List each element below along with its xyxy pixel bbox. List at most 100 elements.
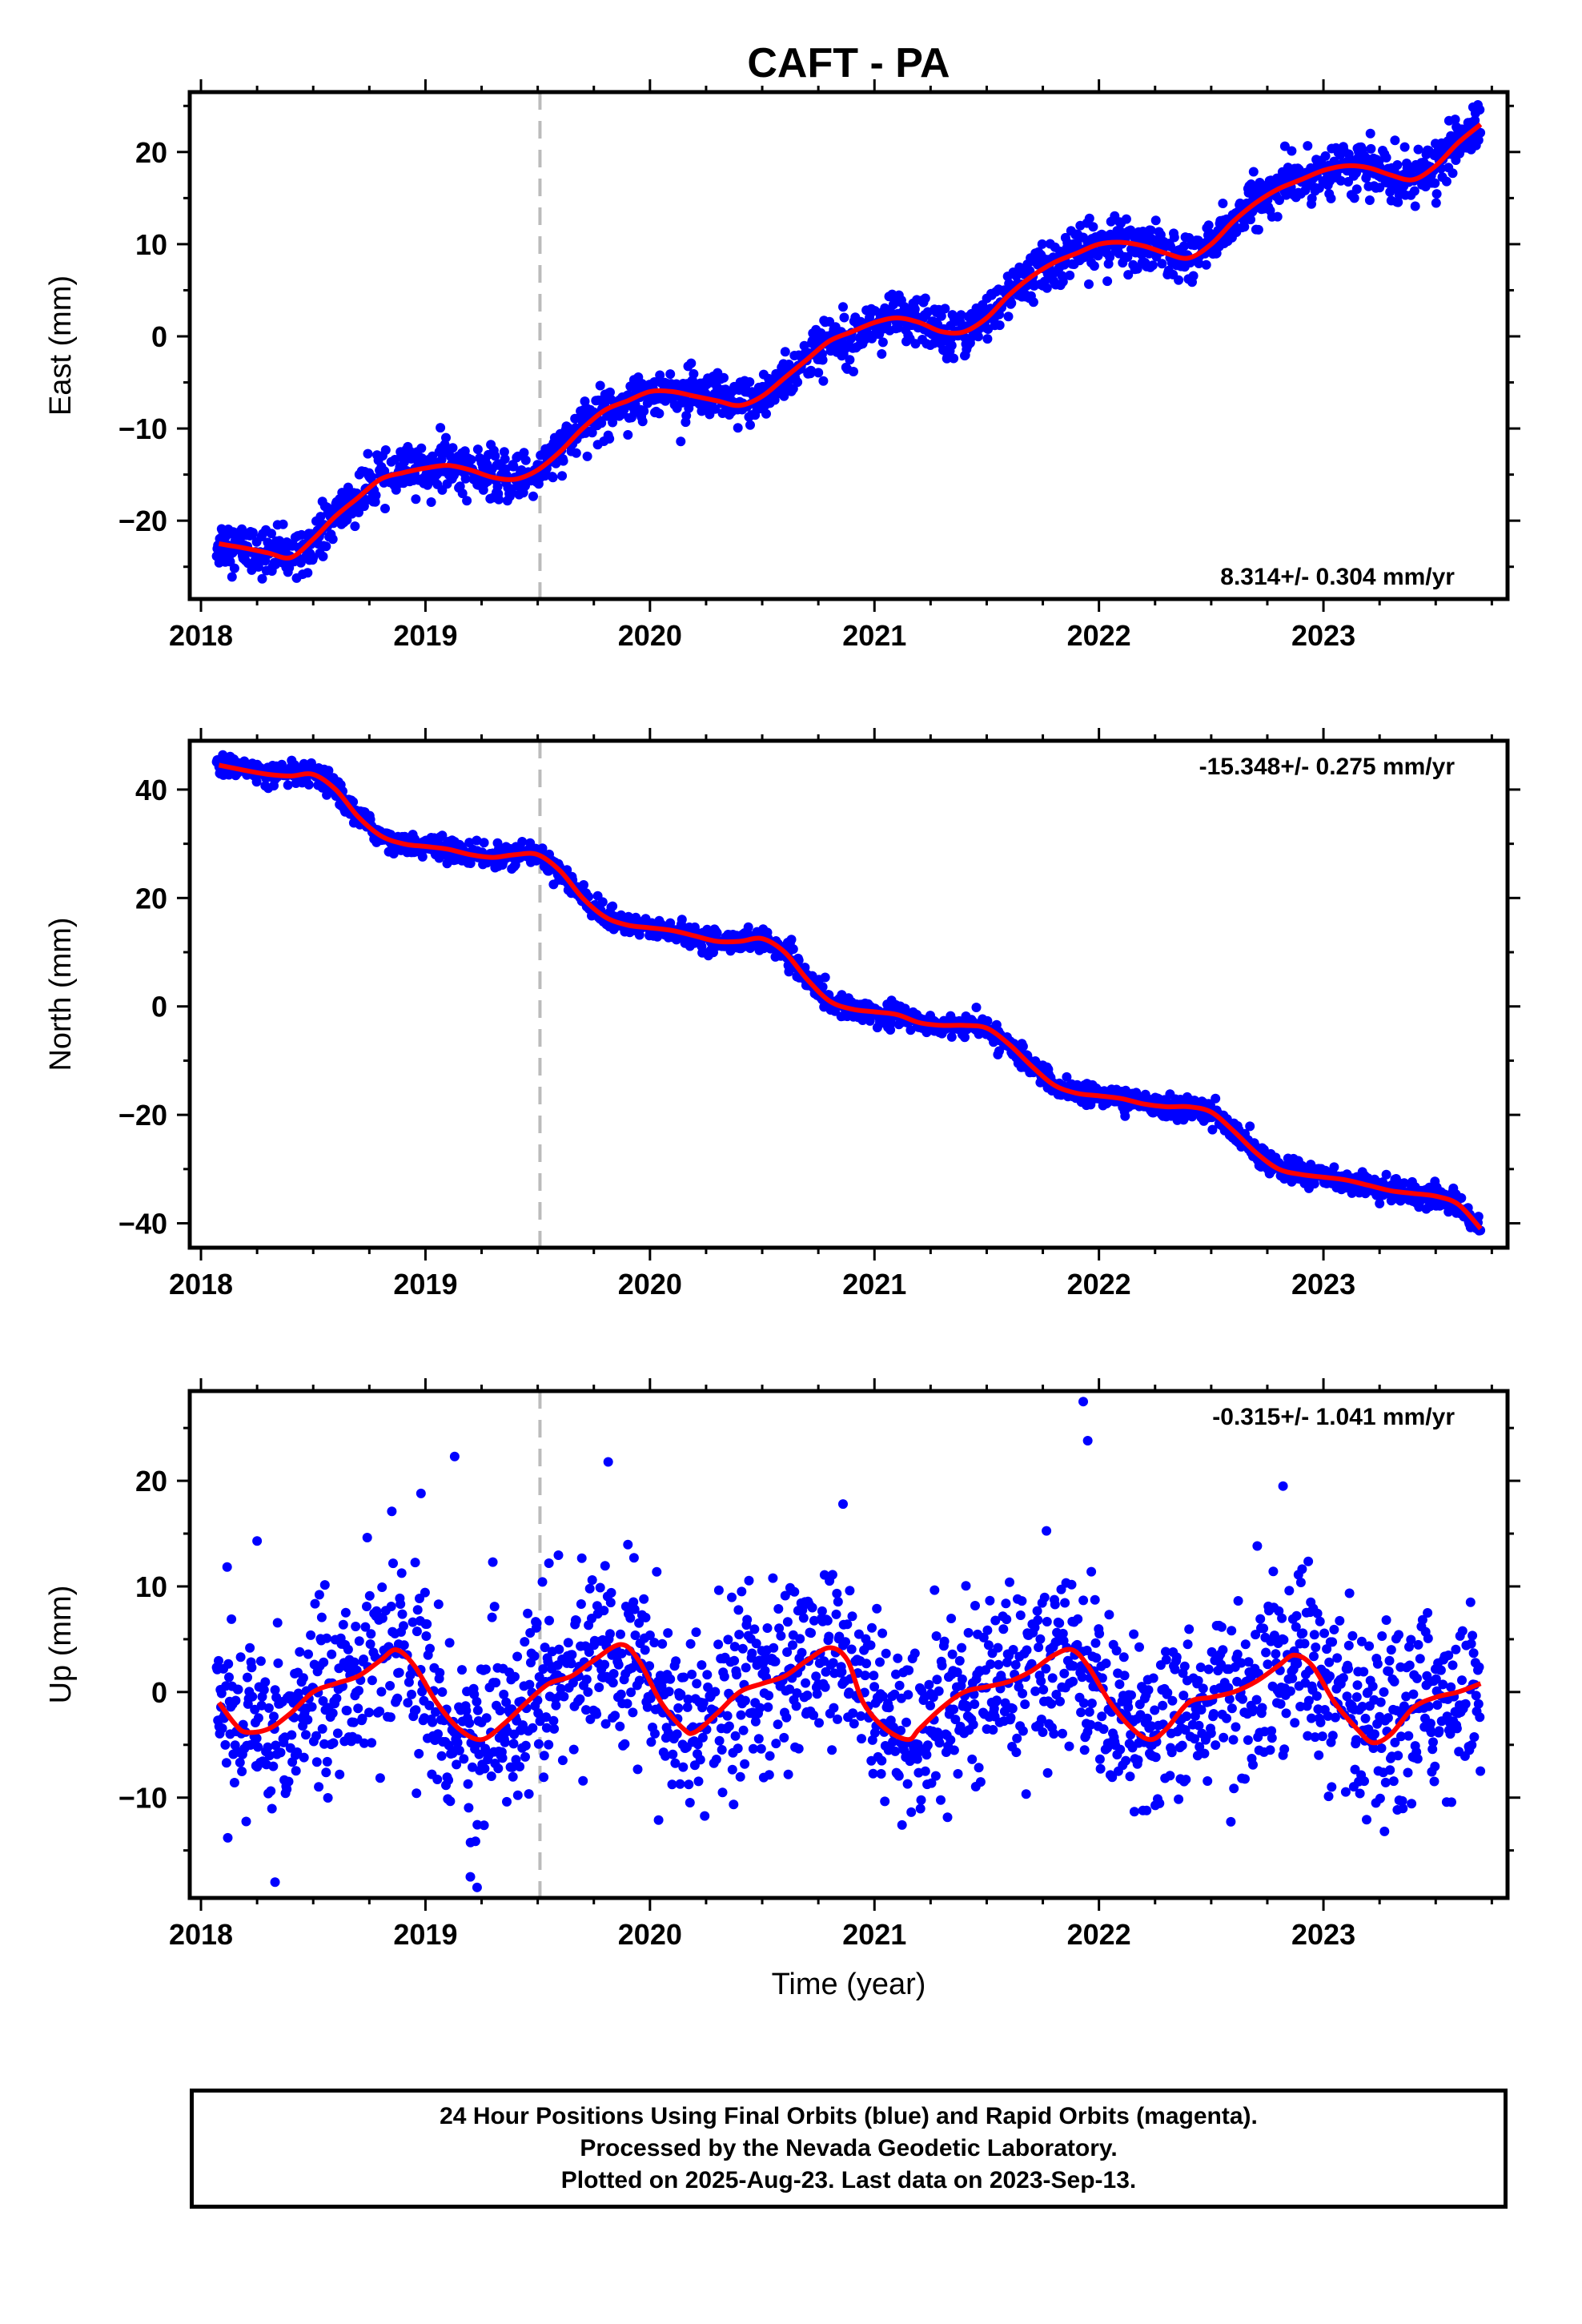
data-point: [303, 1649, 313, 1659]
data-point: [779, 1732, 789, 1743]
data-point: [1203, 220, 1214, 231]
data-point: [880, 1796, 890, 1807]
data-point: [263, 1703, 274, 1713]
data-point: [224, 1672, 234, 1683]
data-point: [541, 1723, 552, 1733]
data-point: [714, 1735, 725, 1746]
data-point: [906, 1807, 917, 1817]
data-point: [480, 1664, 491, 1675]
data-point: [599, 1606, 609, 1616]
data-point: [949, 1745, 959, 1755]
data-point: [499, 447, 509, 457]
data-point: [713, 1585, 724, 1595]
data-point: [890, 1746, 901, 1756]
data-point: [260, 1677, 271, 1687]
data-point: [472, 1705, 483, 1715]
data-point: [1390, 135, 1400, 146]
data-point: [332, 1728, 343, 1739]
y-tick-label: −20: [118, 1099, 167, 1132]
data-point: [682, 1702, 693, 1712]
data-point: [765, 1751, 775, 1761]
data-point: [512, 1790, 523, 1800]
data-point: [793, 1743, 804, 1754]
data-point: [576, 1553, 587, 1563]
data-point: [857, 1734, 866, 1744]
data-point: [359, 1655, 369, 1664]
data-point: [227, 572, 237, 582]
data-point: [747, 1648, 757, 1659]
data-point: [584, 1583, 595, 1594]
data-point: [1028, 297, 1038, 308]
data-point: [667, 1779, 677, 1790]
data-point: [408, 1617, 418, 1627]
data-point: [974, 1763, 984, 1773]
data-point: [1018, 1041, 1028, 1051]
data-point: [628, 1553, 639, 1563]
data-point: [340, 1607, 351, 1618]
data-point: [578, 1775, 588, 1786]
data-point: [735, 1771, 745, 1782]
data-point: [930, 1771, 941, 1781]
data-point: [420, 1587, 430, 1598]
data-point: [253, 561, 263, 572]
data-point: [1174, 275, 1184, 285]
data-point: [489, 1602, 500, 1612]
data-point: [771, 1739, 781, 1749]
data-point: [712, 928, 722, 938]
data-point: [1365, 128, 1375, 139]
data-point: [1375, 1198, 1385, 1208]
data-point: [532, 1618, 542, 1628]
data-point: [1062, 1072, 1072, 1082]
data-point: [856, 1711, 866, 1721]
data-point: [893, 1653, 903, 1663]
data-point: [538, 1664, 548, 1675]
data-point: [741, 1663, 751, 1673]
data-point: [749, 1624, 760, 1634]
data-point: [491, 1678, 501, 1688]
data-point: [788, 944, 798, 955]
data-point: [1410, 201, 1420, 211]
data-point: [769, 1642, 779, 1653]
data-point: [681, 411, 692, 420]
data-point: [247, 528, 258, 538]
data-point: [328, 1738, 339, 1748]
x-tick-label: 2021: [842, 619, 906, 652]
data-point: [499, 1689, 509, 1699]
data-point: [817, 982, 828, 992]
data-point: [729, 1642, 740, 1652]
data-point: [1399, 1178, 1409, 1188]
data-point: [551, 1700, 561, 1711]
data-point: [920, 1766, 930, 1776]
data-point: [676, 436, 686, 447]
data-point: [557, 471, 568, 481]
data-point: [664, 1687, 674, 1697]
data-point: [673, 1703, 684, 1713]
data-point: [338, 1619, 348, 1630]
data-point: [519, 448, 529, 458]
data-point: [428, 1717, 438, 1727]
data-point: [774, 1623, 785, 1634]
data-point: [306, 1630, 316, 1640]
data-point: [931, 1631, 942, 1641]
data-point: [220, 1739, 231, 1750]
data-point: [861, 1659, 872, 1669]
data-point: [596, 418, 607, 428]
data-point: [587, 428, 597, 438]
data-point: [454, 1745, 464, 1755]
data-point: [1121, 214, 1131, 224]
data-point: [392, 1693, 403, 1703]
data-point: [452, 1738, 463, 1747]
data-point: [668, 1749, 678, 1759]
data-point: [608, 901, 618, 911]
data-point: [520, 455, 531, 465]
data-point: [490, 451, 500, 461]
data-point: [970, 1699, 980, 1709]
data-point: [298, 1673, 308, 1683]
data-point: [508, 1739, 519, 1749]
data-point: [357, 1713, 367, 1723]
y-axis-label: East (mm): [44, 275, 78, 416]
data-point: [828, 1658, 838, 1668]
data-point: [783, 1769, 793, 1779]
data-point: [291, 1766, 301, 1776]
data-point: [827, 1570, 837, 1580]
